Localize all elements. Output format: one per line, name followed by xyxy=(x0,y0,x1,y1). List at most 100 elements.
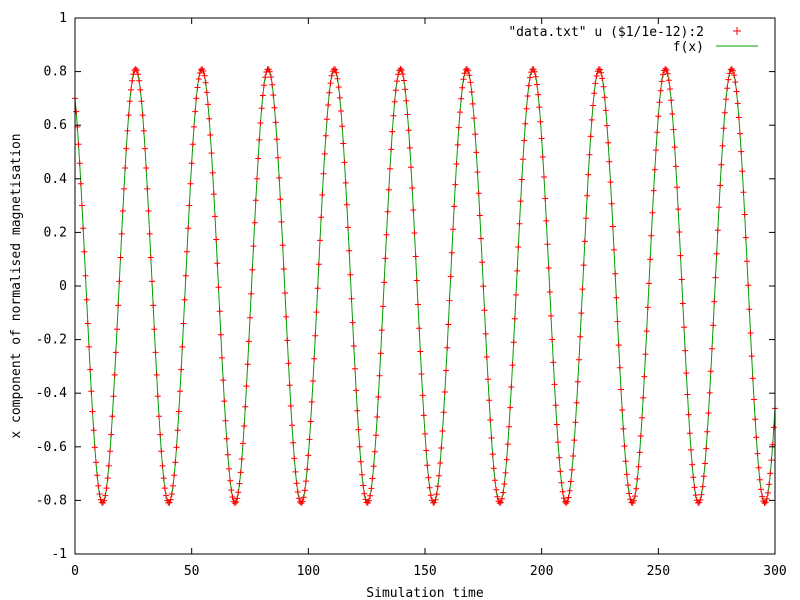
legend-label-data: "data.txt" u ($1/1e-12):2 xyxy=(508,25,704,40)
data-point xyxy=(600,83,607,90)
data-point xyxy=(79,202,85,209)
data-point xyxy=(371,448,378,455)
data-point xyxy=(592,80,599,87)
data-point xyxy=(95,482,102,489)
data-point xyxy=(212,213,218,220)
data-point xyxy=(418,371,425,377)
data-point xyxy=(679,300,686,307)
data-point xyxy=(658,78,665,85)
data-point xyxy=(280,266,287,272)
data-point xyxy=(194,84,201,91)
data-point xyxy=(210,191,217,198)
data-point xyxy=(133,67,140,74)
data-point xyxy=(413,277,420,284)
x-tick-label: 300 xyxy=(763,564,786,579)
data-point xyxy=(319,191,326,198)
data-point xyxy=(642,351,649,358)
legend: "data.txt" u ($1/1e-12):2 f(x) xyxy=(508,25,758,55)
data-point xyxy=(730,67,736,74)
data-point xyxy=(187,180,194,187)
data-point xyxy=(381,279,388,286)
data-point xyxy=(518,176,525,183)
data-point xyxy=(392,87,399,94)
data-point xyxy=(608,200,615,207)
data-point xyxy=(471,115,477,122)
data-point xyxy=(653,147,659,154)
data-point xyxy=(739,168,746,175)
data-point xyxy=(714,227,721,234)
data-point xyxy=(474,169,481,176)
data-point xyxy=(762,499,769,506)
data-point xyxy=(261,82,267,89)
data-point xyxy=(732,79,739,86)
data-point xyxy=(752,416,759,423)
data-point xyxy=(244,361,251,368)
data-point xyxy=(738,148,745,155)
data-point xyxy=(532,73,539,80)
data-point xyxy=(409,185,416,191)
data-point xyxy=(556,454,563,461)
data-point xyxy=(245,338,252,345)
data-point xyxy=(522,120,529,127)
data-point xyxy=(111,371,118,378)
data-point xyxy=(613,294,620,301)
data-point xyxy=(758,486,764,493)
data-point xyxy=(457,109,463,116)
data-point xyxy=(656,99,663,106)
data-point xyxy=(248,290,255,297)
y-tick-label: 1 xyxy=(59,11,67,26)
data-point xyxy=(412,253,419,260)
data-point xyxy=(588,116,595,123)
data-point xyxy=(380,303,386,310)
data-point xyxy=(339,123,346,130)
data-point xyxy=(401,77,407,84)
data-point xyxy=(219,354,225,361)
data-point xyxy=(177,388,183,395)
data-point xyxy=(650,187,657,194)
data-point xyxy=(271,104,278,111)
data-point xyxy=(334,75,341,82)
data-point xyxy=(126,98,133,105)
data-point xyxy=(559,488,566,495)
data-point xyxy=(451,203,458,210)
data-point xyxy=(119,207,126,214)
data-point xyxy=(338,108,344,114)
data-point xyxy=(620,425,627,432)
data-point xyxy=(479,259,486,266)
data-point xyxy=(469,100,476,107)
data-point xyxy=(84,320,91,327)
data-point xyxy=(293,480,300,487)
data-point xyxy=(306,436,313,443)
data-point xyxy=(510,339,517,346)
data-point xyxy=(282,290,288,296)
data-point xyxy=(655,113,662,120)
data-point xyxy=(496,500,503,506)
data-point xyxy=(572,419,579,426)
data-point xyxy=(688,446,694,453)
data-point xyxy=(157,431,164,438)
data-point xyxy=(124,127,131,134)
data-point xyxy=(167,496,174,503)
data-point xyxy=(692,492,699,499)
data-point xyxy=(718,161,725,168)
data-point xyxy=(574,378,581,385)
data-point xyxy=(137,86,144,93)
data-point xyxy=(664,70,671,77)
data-point xyxy=(618,386,624,393)
x-axis-label: Simulation time xyxy=(366,586,484,600)
data-point xyxy=(117,254,124,261)
data-point xyxy=(242,403,249,410)
data-point xyxy=(521,137,528,144)
data-point xyxy=(360,482,367,489)
data-point xyxy=(597,66,603,73)
data-point xyxy=(485,376,491,383)
data-point xyxy=(538,135,545,142)
data-point xyxy=(202,79,209,86)
data-point xyxy=(497,499,504,506)
data-point xyxy=(450,226,456,233)
data-point xyxy=(531,68,538,75)
data-point xyxy=(566,487,573,494)
data-point xyxy=(472,131,479,138)
data-point xyxy=(311,355,318,362)
data-point xyxy=(515,244,522,250)
